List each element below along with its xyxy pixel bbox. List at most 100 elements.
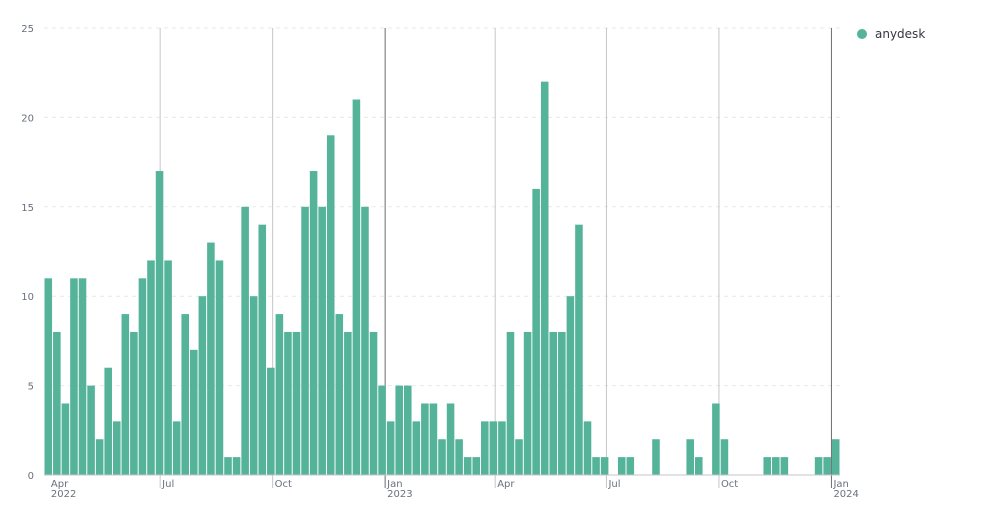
x-tick-label: Apr: [51, 479, 69, 490]
bar[interactable]: [309, 171, 318, 476]
bar[interactable]: [181, 314, 190, 475]
bar[interactable]: [438, 439, 446, 475]
bar[interactable]: [772, 457, 780, 475]
bar[interactable]: [326, 135, 335, 475]
bar[interactable]: [130, 331, 138, 475]
bar[interactable]: [190, 349, 198, 475]
bar[interactable]: [532, 188, 540, 476]
y-tick-label: 0: [28, 471, 34, 482]
bar[interactable]: [489, 421, 498, 475]
bar[interactable]: [44, 278, 53, 475]
bar[interactable]: [403, 385, 412, 475]
x-tick-label: Oct: [275, 479, 292, 490]
bar[interactable]: [498, 421, 506, 475]
bar[interactable]: [506, 331, 515, 475]
bar[interactable]: [267, 367, 275, 475]
bar[interactable]: [455, 439, 463, 475]
bar[interactable]: [472, 457, 481, 475]
x-tick-year-label: 2023: [387, 489, 412, 500]
bar[interactable]: [626, 457, 635, 475]
bar[interactable]: [335, 314, 344, 475]
legend-swatch: [857, 29, 867, 39]
bar[interactable]: [352, 99, 361, 476]
bar[interactable]: [215, 260, 224, 475]
bar[interactable]: [172, 421, 181, 475]
x-tick-label: Oct: [721, 479, 738, 490]
bar[interactable]: [617, 457, 626, 475]
bar[interactable]: [694, 457, 703, 475]
bar[interactable]: [258, 224, 267, 475]
bar[interactable]: [446, 403, 455, 475]
x-tick-label: Jan: [386, 479, 402, 490]
bar[interactable]: [523, 331, 532, 475]
bar[interactable]: [70, 278, 78, 475]
bars: [44, 81, 840, 476]
bar[interactable]: [112, 421, 121, 475]
bar[interactable]: [652, 439, 660, 475]
bar[interactable]: [232, 457, 241, 475]
bar[interactable]: [540, 81, 549, 475]
bar[interactable]: [344, 331, 352, 475]
bar[interactable]: [583, 421, 592, 475]
y-tick-label: 15: [21, 203, 34, 214]
bar[interactable]: [284, 331, 292, 475]
x-tick-year-label: 2024: [833, 489, 858, 500]
y-tick-label: 20: [21, 113, 34, 124]
bar[interactable]: [831, 439, 840, 475]
bar[interactable]: [712, 403, 720, 475]
grid-layer: [44, 27, 840, 387]
bar[interactable]: [241, 206, 249, 476]
bar[interactable]: [155, 171, 164, 476]
bar[interactable]: [361, 206, 369, 476]
bar[interactable]: [369, 331, 378, 475]
bar[interactable]: [61, 403, 70, 475]
bar[interactable]: [275, 314, 284, 475]
x-tick-label: Jul: [607, 479, 620, 490]
bar[interactable]: [412, 421, 421, 475]
x-tick-year-label: 2022: [51, 489, 76, 500]
bar[interactable]: [592, 457, 600, 475]
bar[interactable]: [720, 439, 729, 475]
bar[interactable]: [421, 403, 429, 475]
bar[interactable]: [292, 331, 301, 475]
bar[interactable]: [600, 457, 609, 475]
bar[interactable]: [147, 260, 155, 475]
bar[interactable]: [515, 439, 523, 475]
bar[interactable]: [823, 457, 831, 475]
bar[interactable]: [95, 439, 104, 475]
bar[interactable]: [686, 439, 694, 475]
bar[interactable]: [249, 296, 258, 475]
bar[interactable]: [224, 457, 232, 475]
bar[interactable]: [429, 403, 438, 475]
legend-label-anydesk[interactable]: anydesk: [875, 27, 926, 41]
bar[interactable]: [780, 457, 789, 475]
bar[interactable]: [395, 385, 403, 475]
bar[interactable]: [566, 296, 575, 475]
x-tick-label: Apr: [497, 479, 515, 490]
bar[interactable]: [558, 331, 566, 475]
bar[interactable]: [164, 260, 172, 475]
bar[interactable]: [481, 421, 489, 475]
bar[interactable]: [53, 331, 61, 475]
bar[interactable]: [318, 206, 326, 476]
bar[interactable]: [378, 385, 386, 475]
bar[interactable]: [138, 278, 147, 475]
bar[interactable]: [575, 224, 583, 475]
y-tick-label: 25: [21, 24, 34, 35]
bar[interactable]: [121, 314, 130, 475]
bar[interactable]: [549, 331, 558, 475]
x-tick-label: Jul: [161, 479, 174, 490]
bar[interactable]: [814, 457, 823, 475]
legend[interactable]: anydesk: [857, 27, 925, 41]
bar[interactable]: [763, 457, 772, 475]
bar[interactable]: [301, 206, 309, 476]
bar[interactable]: [463, 457, 472, 475]
bar[interactable]: [78, 278, 87, 475]
bar[interactable]: [87, 385, 95, 475]
bar[interactable]: [207, 242, 215, 475]
bar[interactable]: [386, 421, 395, 475]
bar[interactable]: [198, 296, 207, 475]
bar[interactable]: [104, 367, 112, 475]
